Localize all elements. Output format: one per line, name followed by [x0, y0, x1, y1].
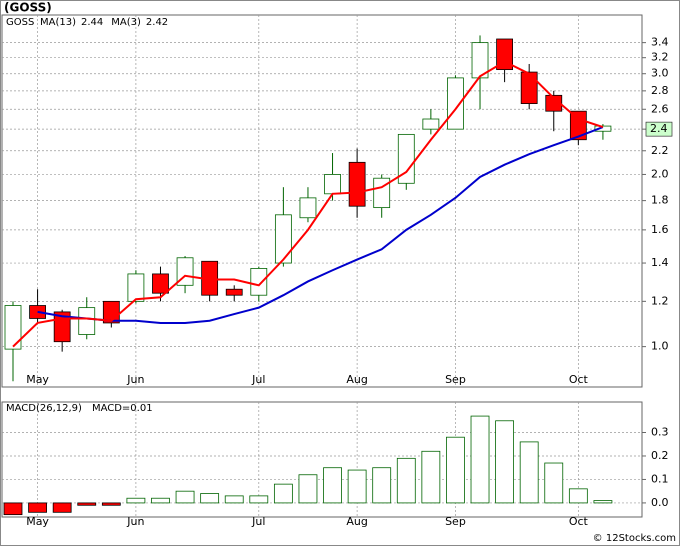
x-tick-label: Jul: [251, 515, 265, 528]
candle-body: [569, 110, 587, 141]
macd-bar: [347, 469, 367, 504]
ticker: GOSS: [6, 17, 34, 28]
candle-body: [496, 38, 514, 71]
y-tick-label: 0.1: [651, 472, 669, 485]
macd-bar: [249, 495, 269, 504]
y-tick-label: 0.0: [651, 496, 669, 509]
macd-bar: [126, 497, 146, 504]
candle-body: [299, 197, 317, 219]
candle-body: [447, 77, 464, 130]
x-tick-label: Aug: [346, 373, 367, 386]
y-tick-label: 2.2: [651, 144, 669, 157]
x-tick-label: May: [26, 515, 49, 528]
y-tick-label: 1.2: [651, 294, 669, 307]
last-price: 2.4: [650, 122, 668, 135]
macd-bar: [151, 497, 170, 504]
candle-body: [520, 71, 538, 105]
legend-label: MA(3): [111, 17, 141, 28]
y-tick-label: 3.0: [651, 67, 669, 80]
y-tick-label: 1.0: [651, 340, 669, 353]
candle-body: [127, 273, 145, 302]
macd-bar: [175, 490, 195, 504]
macd-bar: [544, 462, 564, 504]
y-tick-label: 3.4: [651, 36, 669, 49]
macd-bar: [495, 420, 515, 504]
x-tick-label: Oct: [569, 373, 589, 386]
y-tick-label: 1.8: [651, 194, 669, 207]
footer: © 12Stocks.com: [593, 533, 676, 544]
macd-bar: [52, 502, 72, 513]
ma-line: [12, 60, 604, 348]
macd-bar: [372, 467, 392, 504]
candle-body: [324, 174, 341, 195]
x-tick-label: Jun: [126, 373, 144, 386]
legend-value: 2.44: [81, 17, 103, 28]
macd-bar: [101, 502, 121, 506]
x-tick-label: May: [26, 373, 49, 386]
macd-bar: [224, 495, 244, 504]
x-tick-label: Oct: [569, 515, 589, 528]
candle-body: [152, 273, 169, 294]
chart-title: (GOSS): [4, 1, 52, 15]
macd-bar: [77, 502, 97, 506]
macd-bar: [323, 467, 342, 504]
macd-name: MACD(26,12,9): [6, 403, 82, 414]
macd-bar: [446, 436, 465, 504]
macd-last: MACD=0.01: [92, 403, 153, 414]
candle-body: [545, 94, 563, 112]
macd-bar: [593, 500, 613, 504]
macd-bar: [421, 450, 441, 504]
macd-bar: [568, 488, 588, 504]
y-tick-label: 2.8: [651, 84, 669, 97]
legend-value: 2.42: [146, 17, 168, 28]
candle-body: [274, 214, 292, 264]
y-tick-label: 2.0: [651, 167, 669, 180]
candle-body: [348, 161, 366, 207]
macd-bar: [200, 493, 220, 504]
x-tick-label: Jun: [126, 515, 144, 528]
y-tick-label: 0.2: [651, 449, 669, 462]
candle-body: [471, 42, 489, 79]
y-tick-label: 1.4: [651, 256, 669, 269]
x-tick-label: Sep: [445, 373, 466, 386]
candle-body: [78, 307, 96, 335]
last-price-box: [645, 121, 673, 137]
y-tick-label: 0.3: [651, 426, 669, 439]
x-tick-label: Sep: [445, 515, 466, 528]
macd-bar: [396, 457, 416, 504]
x-tick-label: Aug: [346, 515, 367, 528]
candle-body: [225, 288, 243, 296]
ma-line: [37, 126, 604, 324]
candle-body: [397, 133, 415, 184]
macd-bar: [273, 483, 293, 504]
y-tick-label: 1.6: [651, 223, 669, 236]
y-tick-label: 3.2: [651, 51, 669, 64]
macd-bar: [470, 415, 490, 504]
macd-bar: [298, 474, 318, 504]
y-tick-label: 2.6: [651, 102, 669, 115]
x-tick-label: Jul: [251, 373, 265, 386]
candle-body: [4, 305, 22, 350]
candle-body: [250, 268, 268, 296]
legend-label: MA(13): [40, 17, 76, 28]
macd-bar: [28, 502, 47, 513]
plot-area: [1, 14, 643, 388]
macd-bar: [3, 502, 23, 516]
macd-bar: [519, 441, 539, 504]
candle-body: [422, 118, 440, 130]
